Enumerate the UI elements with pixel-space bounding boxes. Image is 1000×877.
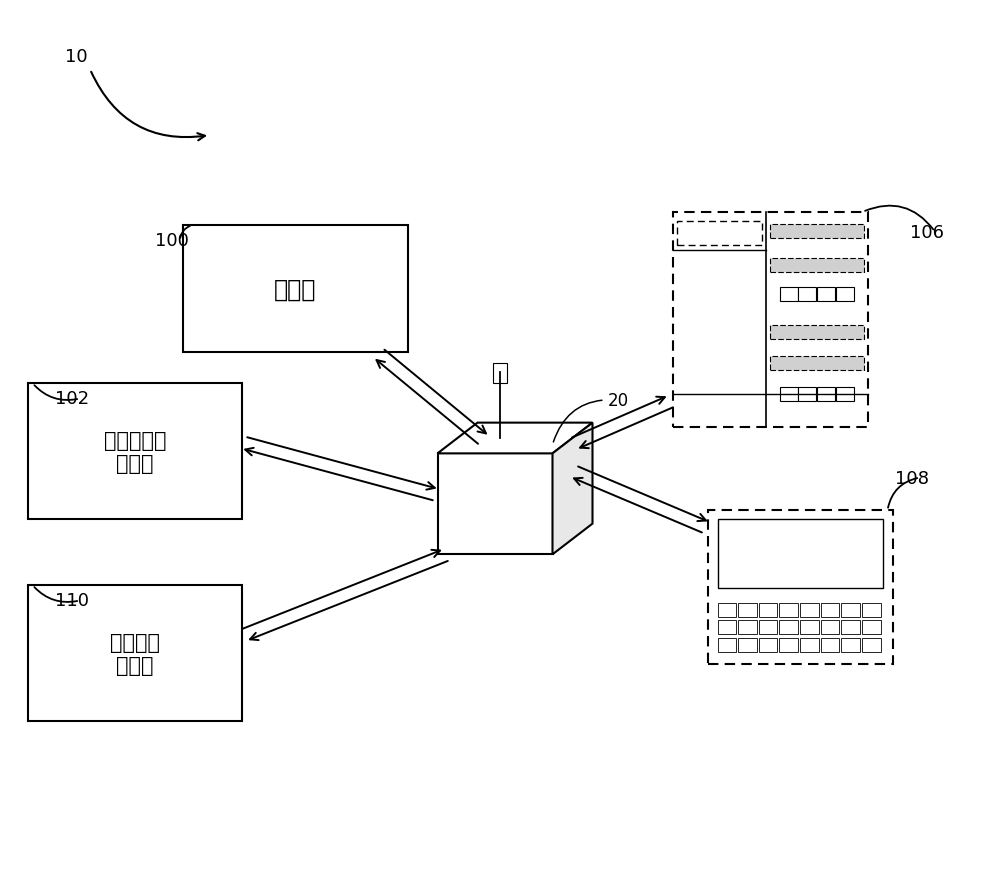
Bar [759, 638, 777, 652]
Bar [779, 603, 798, 617]
Bar [718, 603, 736, 617]
Bar [800, 638, 819, 652]
Bar [759, 621, 777, 635]
Bar [28, 586, 242, 721]
Bar [862, 638, 881, 652]
Bar [718, 519, 883, 588]
Bar [841, 621, 860, 635]
Bar [738, 621, 757, 635]
Bar [770, 258, 864, 272]
Bar [779, 621, 798, 635]
Bar [770, 356, 864, 370]
Text: 无菌引导
数据库: 无菌引导 数据库 [110, 631, 160, 675]
Bar [817, 288, 835, 302]
Polygon shape [438, 424, 592, 454]
Bar [798, 387, 816, 401]
Bar [672, 213, 868, 428]
Bar [800, 621, 819, 635]
Text: 110: 110 [55, 592, 89, 610]
Bar [780, 387, 798, 401]
Bar [438, 454, 552, 555]
Bar [770, 325, 864, 339]
Bar [841, 638, 860, 652]
Bar [718, 621, 736, 635]
Bar [817, 387, 835, 401]
Bar [821, 603, 839, 617]
Bar [800, 603, 819, 617]
Bar [841, 603, 860, 617]
Bar [862, 621, 881, 635]
Bar [182, 225, 408, 353]
Bar [798, 288, 816, 302]
Bar [836, 387, 854, 401]
Bar [862, 603, 881, 617]
Text: 20: 20 [553, 392, 629, 442]
Text: 102: 102 [55, 390, 89, 408]
Bar [718, 638, 736, 652]
Text: 108: 108 [895, 469, 929, 487]
Bar [708, 510, 893, 665]
Bar [821, 621, 839, 635]
Bar [759, 603, 777, 617]
Text: 生物指示剂
分析仪: 生物指示剂 分析仪 [104, 430, 166, 474]
Text: 灯菌柜: 灯菌柜 [274, 277, 316, 302]
Text: 100: 100 [155, 232, 189, 250]
Bar [780, 288, 798, 302]
Bar [770, 225, 864, 239]
Bar [28, 384, 242, 519]
Text: 106: 106 [910, 224, 944, 241]
Bar [821, 638, 839, 652]
Bar [676, 221, 762, 246]
Text: 10: 10 [65, 48, 88, 66]
Bar [779, 638, 798, 652]
Bar [836, 288, 854, 302]
Bar [493, 364, 507, 383]
Bar [738, 603, 757, 617]
Polygon shape [552, 424, 592, 555]
Bar [738, 638, 757, 652]
